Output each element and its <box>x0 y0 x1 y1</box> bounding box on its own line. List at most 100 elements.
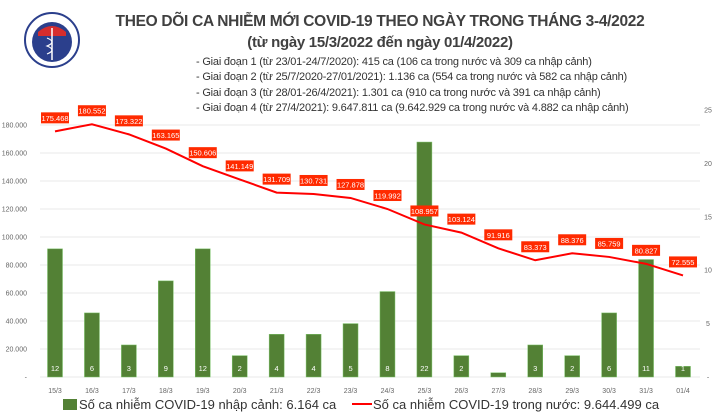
bar <box>158 280 174 378</box>
bar <box>490 372 507 378</box>
x-axis-tick: 17/3 <box>122 388 136 395</box>
bar <box>564 355 580 378</box>
left-axis-tick: 40.000 <box>6 319 28 326</box>
data-label: 180.552 <box>78 107 105 116</box>
data-label-box <box>41 112 69 124</box>
x-axis-tick: 25/3 <box>418 388 432 395</box>
bar-label: 12 <box>199 364 207 373</box>
left-axis-tick: - <box>25 375 28 382</box>
x-axis-tick: 30/3 <box>602 388 616 395</box>
data-label-box <box>262 173 291 185</box>
x-axis-tick: 21/3 <box>270 388 284 395</box>
data-label-box <box>595 237 624 249</box>
bar <box>416 141 433 378</box>
data-label-box <box>373 190 402 202</box>
right-axis-tick: 25 <box>704 108 712 115</box>
bar-label: 8 <box>385 364 389 373</box>
left-axis-tick: 180.000 <box>2 123 27 130</box>
period-notes: - Giai đoạn 1 (từ 23/01-24/7/2020): 415 … <box>196 55 629 117</box>
bar-label: 4 <box>312 364 316 373</box>
bar-label: 22 <box>420 364 428 373</box>
right-axis-tick: 10 <box>704 268 712 275</box>
bar-label: 12 <box>51 364 59 373</box>
data-label: 83.373 <box>524 243 547 252</box>
x-axis-tick: 01/4 <box>676 388 690 395</box>
data-label: 173.322 <box>115 117 142 126</box>
bar <box>121 344 137 378</box>
bar <box>231 355 248 378</box>
data-label: 80.827 <box>635 246 658 255</box>
data-label-box <box>632 244 661 256</box>
data-label: 127.878 <box>337 180 364 189</box>
x-axis-tick: 27/3 <box>491 388 505 395</box>
data-label: 141.149 <box>226 162 253 171</box>
legend-bar-label: Số ca nhiễm COVID-19 nhập cảnh: 6.164 ca <box>79 397 337 412</box>
legend-bar-swatch <box>63 399 77 410</box>
data-label: 108.957 <box>411 207 438 216</box>
data-label-box <box>299 174 328 186</box>
chart-title: THEO DÕI CA NHIỄM MỚI COVID-19 THEO NGÀY… <box>115 13 645 30</box>
note-period-3: - Giai đoạn 3 (từ 28/01-26/4/2021): 1.30… <box>196 86 601 99</box>
bar <box>342 323 359 378</box>
data-label-box <box>558 234 587 246</box>
bar-label: 2 <box>459 364 463 373</box>
data-label-box <box>521 241 550 253</box>
bar-label: 1 <box>681 364 685 373</box>
x-axis-tick: 28/3 <box>528 388 542 395</box>
bar <box>84 312 100 378</box>
bar-label: 3 <box>533 364 537 373</box>
x-axis-tick: 22/3 <box>307 388 321 395</box>
ministry-of-health-logo <box>24 12 80 68</box>
note-period-2: - Giai đoạn 2 (từ 25/7/2020-27/01/2021):… <box>196 71 627 84</box>
x-axis-tick: 16/3 <box>85 388 99 395</box>
bar <box>47 248 63 378</box>
data-label: 175.468 <box>41 114 68 123</box>
data-label-box <box>336 178 365 190</box>
data-label: 91.916 <box>487 231 510 240</box>
legend-line-label: Số ca nhiễm COVID-19 trong nước: 9.644.4… <box>373 397 660 412</box>
data-label: 103.124 <box>448 215 475 224</box>
bar <box>601 312 617 378</box>
note-period-1: - Giai đoạn 1 (từ 23/01-24/7/2020): 415 … <box>196 56 592 68</box>
bar-label: 2 <box>570 364 574 373</box>
bar-label: 4 <box>275 364 279 373</box>
right-axis-tick: - <box>707 375 710 382</box>
data-label: 72.555 <box>672 258 695 267</box>
data-label: 119.992 <box>374 192 401 201</box>
x-axis-tick: 23/3 <box>344 388 358 395</box>
bar <box>527 344 543 378</box>
bar <box>305 334 322 378</box>
bar <box>195 248 211 378</box>
note-period-4: - Giai đoạn 4 (từ 27/4/2021): 9.647.811 … <box>196 102 629 115</box>
data-label: 163.165 <box>152 131 179 140</box>
chart-subtitle: (từ ngày 15/3/2022 đến ngày 01/4/2022) <box>247 34 513 51</box>
bar <box>453 355 470 378</box>
left-axis-tick: 80.000 <box>6 263 28 270</box>
bar <box>675 366 691 378</box>
x-axis-tick: 31/3 <box>639 388 653 395</box>
bar-label: 2 <box>238 364 242 373</box>
left-axis-tick: 120.000 <box>2 207 27 214</box>
right-axis-tick: 5 <box>706 321 710 328</box>
left-axis-tick: 20.000 <box>6 347 28 354</box>
x-axis-tick: 20/3 <box>233 388 247 395</box>
x-axis-tick: 24/3 <box>381 388 395 395</box>
bar-label: 3 <box>127 364 131 373</box>
right-axis-tick: 15 <box>704 214 712 221</box>
bar <box>379 291 396 378</box>
data-label-box <box>484 229 513 241</box>
left-axis-tick: 140.000 <box>2 179 27 186</box>
bar-label: 11 <box>642 364 650 373</box>
x-axis-tick: 29/3 <box>565 388 579 395</box>
left-axis-tick: 100.000 <box>2 235 27 242</box>
x-axis-tick: 15/3 <box>48 388 62 395</box>
bar-label: 9 <box>164 364 168 373</box>
bar <box>268 334 285 378</box>
data-label: 150.606 <box>189 149 216 158</box>
data-label: 85.759 <box>598 239 621 248</box>
left-axis-tick: 160.000 <box>2 151 27 158</box>
x-axis-tick: 18/3 <box>159 388 173 395</box>
data-label-box <box>447 213 476 225</box>
x-axis-tick: 26/3 <box>455 388 469 395</box>
data-label-box <box>410 205 439 217</box>
